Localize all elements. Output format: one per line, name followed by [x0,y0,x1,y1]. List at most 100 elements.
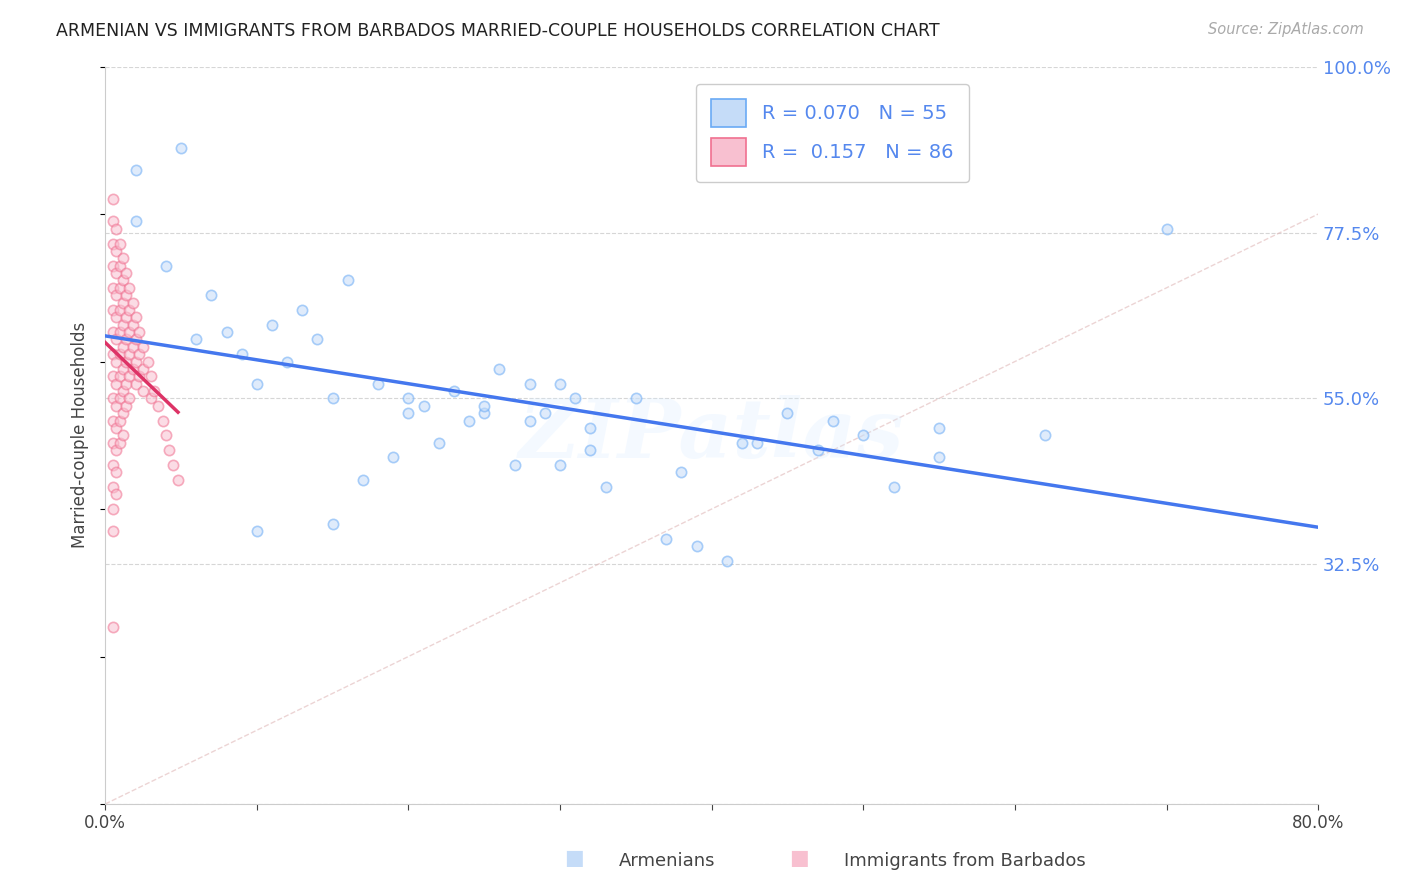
Point [101,369,124,384]
Point [336,273,359,287]
Point [276,354,298,368]
Point [101,259,124,273]
Point [716,554,738,568]
Point [112,252,135,266]
Point [398,392,420,406]
Point [124,354,146,368]
Point [519,413,541,427]
Point [121,340,143,354]
Point [747,435,769,450]
Point [112,428,135,442]
Point [101,480,124,494]
Point [367,376,389,391]
Text: ZIPatlas: ZIPatlas [519,395,904,475]
Point [101,302,124,317]
Point [458,413,481,427]
Point [101,502,124,516]
Point [112,340,135,354]
Point [110,369,132,384]
Point [488,362,510,376]
Point [121,295,143,310]
Point [112,295,135,310]
Point [118,302,141,317]
Point [928,421,950,435]
Point [112,318,135,332]
Point [104,333,127,347]
Y-axis label: Married-couple Households: Married-couple Households [72,322,89,549]
Point [260,318,283,332]
Point [110,435,132,450]
Point [110,302,132,317]
Point [101,347,124,361]
Point [104,465,127,479]
Point [731,435,754,450]
Point [104,376,127,391]
Point [118,369,141,384]
Point [1033,428,1056,442]
Point [564,392,586,406]
Point [443,384,465,398]
Point [101,413,124,427]
Point [595,480,617,494]
Point [472,406,495,420]
Point [128,369,150,384]
Point [124,310,146,325]
Point [104,421,127,435]
Point [152,413,174,427]
Point [352,473,374,487]
Point [121,362,143,376]
Point [821,413,844,427]
Point [139,392,162,406]
Point [162,458,184,472]
Point [519,376,541,391]
Text: Immigrants from Barbados: Immigrants from Barbados [844,852,1085,870]
Point [101,192,124,206]
Point [124,162,146,177]
Point [110,236,132,251]
Point [101,435,124,450]
Point [472,399,495,413]
Point [110,392,132,406]
Point [139,369,162,384]
Point [124,214,146,228]
Text: ARMENIAN VS IMMIGRANTS FROM BARBADOS MARRIED-COUPLE HOUSEHOLDS CORRELATION CHART: ARMENIAN VS IMMIGRANTS FROM BARBADOS MAR… [56,22,939,40]
Point [101,325,124,339]
Point [115,288,138,302]
Point [671,465,693,479]
Point [104,443,127,458]
Point [200,288,222,302]
Point [115,310,138,325]
Point [104,399,127,413]
Point [115,376,138,391]
Point [101,458,124,472]
Point [101,392,124,406]
Point [186,333,208,347]
Point [112,406,135,420]
Point [101,524,124,538]
Point [115,266,138,280]
Point [170,141,193,155]
Point [624,392,647,406]
Point [118,325,141,339]
Point [246,376,269,391]
Point [104,244,127,258]
Point [136,354,159,368]
Point [322,392,344,406]
Point [655,532,678,546]
Point [115,399,138,413]
Point [110,259,132,273]
Point [112,384,135,398]
Point [128,347,150,361]
Point [155,259,177,273]
Point [215,325,238,339]
Point [157,443,180,458]
Point [928,450,950,465]
Point [124,376,146,391]
Point [104,266,127,280]
Point [132,384,155,398]
Point [412,399,434,413]
Point [382,450,405,465]
Point [291,302,314,317]
Point [110,413,132,427]
Point [115,354,138,368]
